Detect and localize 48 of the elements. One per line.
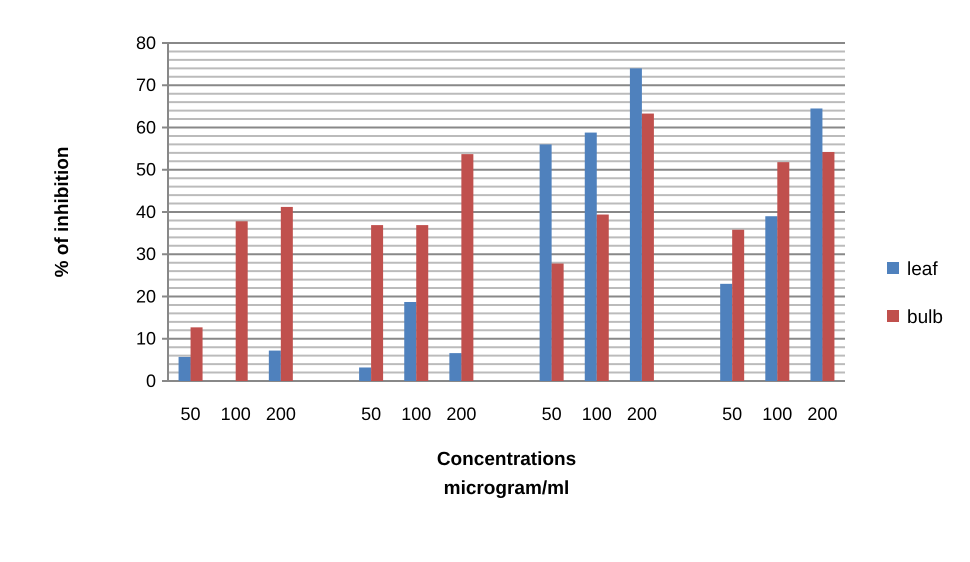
legend-label: leaf <box>907 259 938 280</box>
bar <box>461 154 474 381</box>
y-tick-label: 70 <box>136 75 156 96</box>
x-tick-label: 200 <box>626 404 657 424</box>
bar <box>540 144 552 381</box>
x-tick-label: 100 <box>220 404 251 424</box>
y-axis-title: % of inhibition <box>52 146 73 278</box>
bar <box>359 367 372 381</box>
y-tick-label: 50 <box>136 160 156 180</box>
bar <box>416 225 428 381</box>
x-tick-label: 200 <box>446 404 476 424</box>
x-tick-label: 50 <box>542 404 562 424</box>
bar <box>404 302 416 381</box>
y-tick-label: 20 <box>136 286 156 306</box>
y-tick-label: 10 <box>136 328 156 349</box>
x-tick-label: 200 <box>807 404 838 424</box>
y-tick-label: 60 <box>136 117 156 138</box>
bar <box>642 114 654 381</box>
bar <box>190 327 203 381</box>
bar <box>732 230 744 381</box>
y-tick-label: 40 <box>136 202 156 222</box>
bar <box>236 221 248 381</box>
bar <box>720 284 732 381</box>
bar <box>765 216 778 381</box>
bar <box>584 132 597 381</box>
bar <box>596 214 609 381</box>
bar <box>280 206 293 381</box>
y-tick-label: 80 <box>136 32 156 53</box>
bar <box>822 152 834 381</box>
x-axis-title: Concentrations microgram/ml <box>436 449 576 499</box>
x-tick-label: 100 <box>401 404 432 424</box>
bar <box>268 350 281 381</box>
bar <box>777 162 790 381</box>
x-tick-label: 100 <box>582 404 612 424</box>
y-tick-label: 0 <box>146 370 156 391</box>
x-tick-label: 200 <box>266 404 296 424</box>
bar <box>371 225 384 381</box>
x-tick-label: 50 <box>722 404 742 424</box>
bar <box>630 68 642 381</box>
x-tick-label: 50 <box>180 404 201 424</box>
x-tick-label: 50 <box>361 404 382 424</box>
bar <box>449 353 462 381</box>
bar <box>178 356 191 381</box>
x-tick-label: 100 <box>762 404 792 424</box>
bar <box>552 264 564 381</box>
y-tick-label: 30 <box>136 244 156 264</box>
bar <box>810 108 822 381</box>
legend-label: bulb <box>907 307 943 328</box>
